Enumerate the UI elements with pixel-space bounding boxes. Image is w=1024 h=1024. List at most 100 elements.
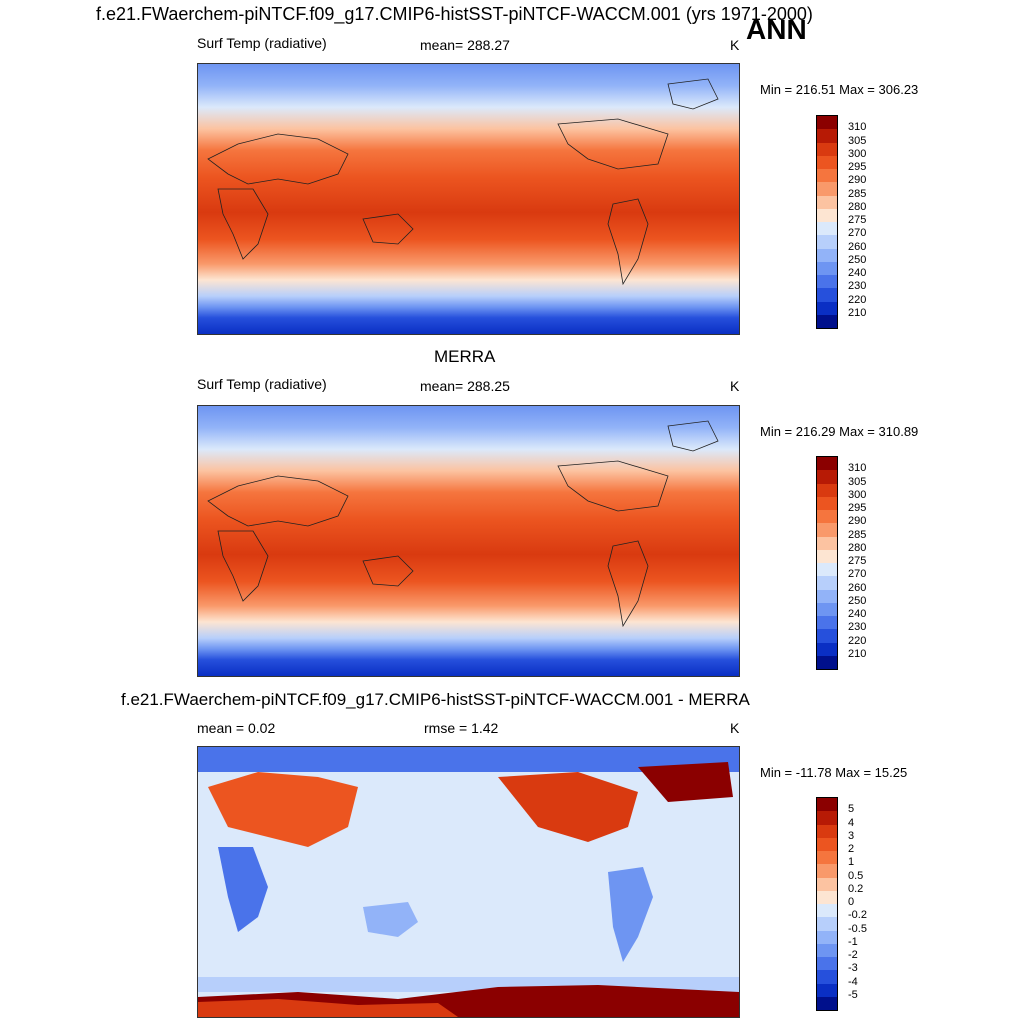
- colorbar-tick-label: 295: [848, 161, 867, 173]
- colorbar-tick-label: -1: [848, 935, 858, 948]
- colorbar-swatch: [817, 208, 837, 222]
- colorbar-tick-label: 2: [848, 843, 855, 855]
- colorbar-tick-label: 0.2: [848, 882, 864, 895]
- colorbar-tick-label: 285: [848, 528, 867, 541]
- colorbar-swatch: [817, 616, 837, 630]
- colorbar-tick-label: 305: [848, 475, 867, 488]
- panel2-field: [198, 406, 739, 676]
- colorbar-tick-label: 270: [848, 568, 867, 581]
- colorbar-tick-label: 290: [848, 515, 867, 528]
- colorbar-swatch: [817, 496, 837, 510]
- panel1-field: [198, 64, 739, 334]
- panel2-coastlines: [207, 420, 719, 628]
- colorbar-tick-label: 280: [848, 541, 867, 554]
- panel2-field-label: Surf Temp (radiative): [197, 376, 327, 392]
- colorbar-swatch: [817, 129, 837, 143]
- colorbar-tick-label: 310: [848, 462, 867, 475]
- colorbar-swatch: [817, 470, 837, 484]
- colorbar-tick-label: 290: [848, 174, 867, 187]
- panel1-mean-label: mean= 288.27: [420, 37, 510, 53]
- panel3-units: K: [730, 720, 740, 736]
- colorbar-swatch: [817, 930, 837, 944]
- colorbar-tick-label: 210: [848, 647, 867, 660]
- panel2-map-svg: [198, 406, 739, 676]
- colorbar-tick-label: 210: [848, 306, 867, 319]
- panel1-field-label: Surf Temp (radiative): [197, 35, 327, 51]
- panel3-colorbar: [816, 797, 838, 1011]
- colorbar-tick-label: 3: [848, 829, 855, 842]
- colorbar-tick-label: 275: [848, 214, 867, 226]
- panel3-mean-label: mean = 0.02: [197, 720, 276, 736]
- colorbar-tick-label: -4: [848, 975, 858, 988]
- colorbar-swatch: [817, 314, 837, 328]
- panel2-minmax: Min = 216.29 Max = 310.89: [760, 424, 919, 439]
- colorbar-swatch: [817, 142, 837, 156]
- colorbar-tick-label: 220: [848, 293, 867, 306]
- panel3-minmax: Min = -11.78 Max = 15.25: [760, 765, 908, 780]
- colorbar-swatch: [817, 222, 837, 236]
- colorbar-swatch: [817, 824, 837, 838]
- colorbar-swatch: [817, 642, 837, 656]
- colorbar-swatch: [817, 983, 837, 997]
- colorbar-tick-label: -2: [848, 949, 858, 961]
- colorbar-swatch: [817, 155, 837, 169]
- panel1-map: [197, 63, 740, 335]
- colorbar-swatch: [817, 457, 837, 471]
- colorbar-swatch: [817, 917, 837, 931]
- colorbar-swatch: [817, 523, 837, 537]
- colorbar-tick-label: 305: [848, 134, 867, 147]
- panel1-units: K: [730, 37, 740, 53]
- colorbar-swatch: [817, 864, 837, 878]
- colorbar-swatch: [817, 549, 837, 563]
- colorbar-tick-label: 300: [848, 488, 867, 501]
- colorbar-swatch: [817, 811, 837, 825]
- colorbar-swatch: [817, 195, 837, 209]
- colorbar-swatch: [817, 301, 837, 315]
- panel3-map-svg: [198, 747, 739, 1017]
- colorbar-tick-label: 230: [848, 621, 867, 634]
- colorbar-swatch: [817, 996, 837, 1010]
- colorbar-swatch: [817, 957, 837, 971]
- colorbar-tick-label: 0.5: [848, 869, 864, 882]
- colorbar-swatch: [817, 275, 837, 289]
- colorbar-swatch: [817, 563, 837, 577]
- colorbar-tick-label: 240: [848, 608, 867, 620]
- colorbar-tick-label: 240: [848, 267, 867, 279]
- panel1-minmax: Min = 216.51 Max = 306.23: [760, 82, 919, 97]
- colorbar-tick-label: 295: [848, 502, 867, 514]
- colorbar-tick-label: 260: [848, 240, 867, 253]
- colorbar-swatch: [817, 943, 837, 957]
- colorbar-swatch: [817, 483, 837, 497]
- panel2-units: K: [730, 378, 740, 394]
- colorbar-swatch: [817, 970, 837, 984]
- panel1-map-svg: [198, 64, 739, 334]
- colorbar-tick-label: 220: [848, 634, 867, 647]
- colorbar-tick-label: 300: [848, 147, 867, 160]
- colorbar-swatch: [817, 235, 837, 249]
- colorbar-swatch: [817, 629, 837, 643]
- colorbar-swatch: [817, 288, 837, 302]
- colorbar-tick-label: 4: [848, 816, 855, 829]
- colorbar-swatch: [817, 510, 837, 524]
- colorbar-tick-label: 0: [848, 896, 855, 908]
- colorbar-swatch: [817, 116, 837, 130]
- colorbar-tick-label: 280: [848, 200, 867, 213]
- colorbar-tick-label: -0.5: [848, 922, 867, 935]
- colorbar-swatch: [817, 890, 837, 904]
- panel2-colorbar: [816, 456, 838, 670]
- season-label: ANN: [746, 14, 807, 45]
- colorbar-tick-label: 275: [848, 555, 867, 567]
- colorbar-swatch: [817, 182, 837, 196]
- colorbar-swatch: [817, 602, 837, 616]
- panel3-rmse-label: rmse = 1.42: [424, 720, 499, 736]
- panel3-map: [197, 746, 740, 1018]
- colorbar-tick-label: -3: [848, 962, 858, 975]
- colorbar-tick-label: 285: [848, 187, 867, 200]
- colorbar-tick-label: 260: [848, 581, 867, 594]
- panel2-heading: MERRA: [434, 347, 496, 366]
- colorbar-swatch: [817, 248, 837, 262]
- colorbar-swatch: [817, 261, 837, 275]
- colorbar-swatch: [817, 576, 837, 590]
- colorbar-tick-label: 5: [848, 803, 855, 816]
- panel1-coastlines: [207, 78, 719, 286]
